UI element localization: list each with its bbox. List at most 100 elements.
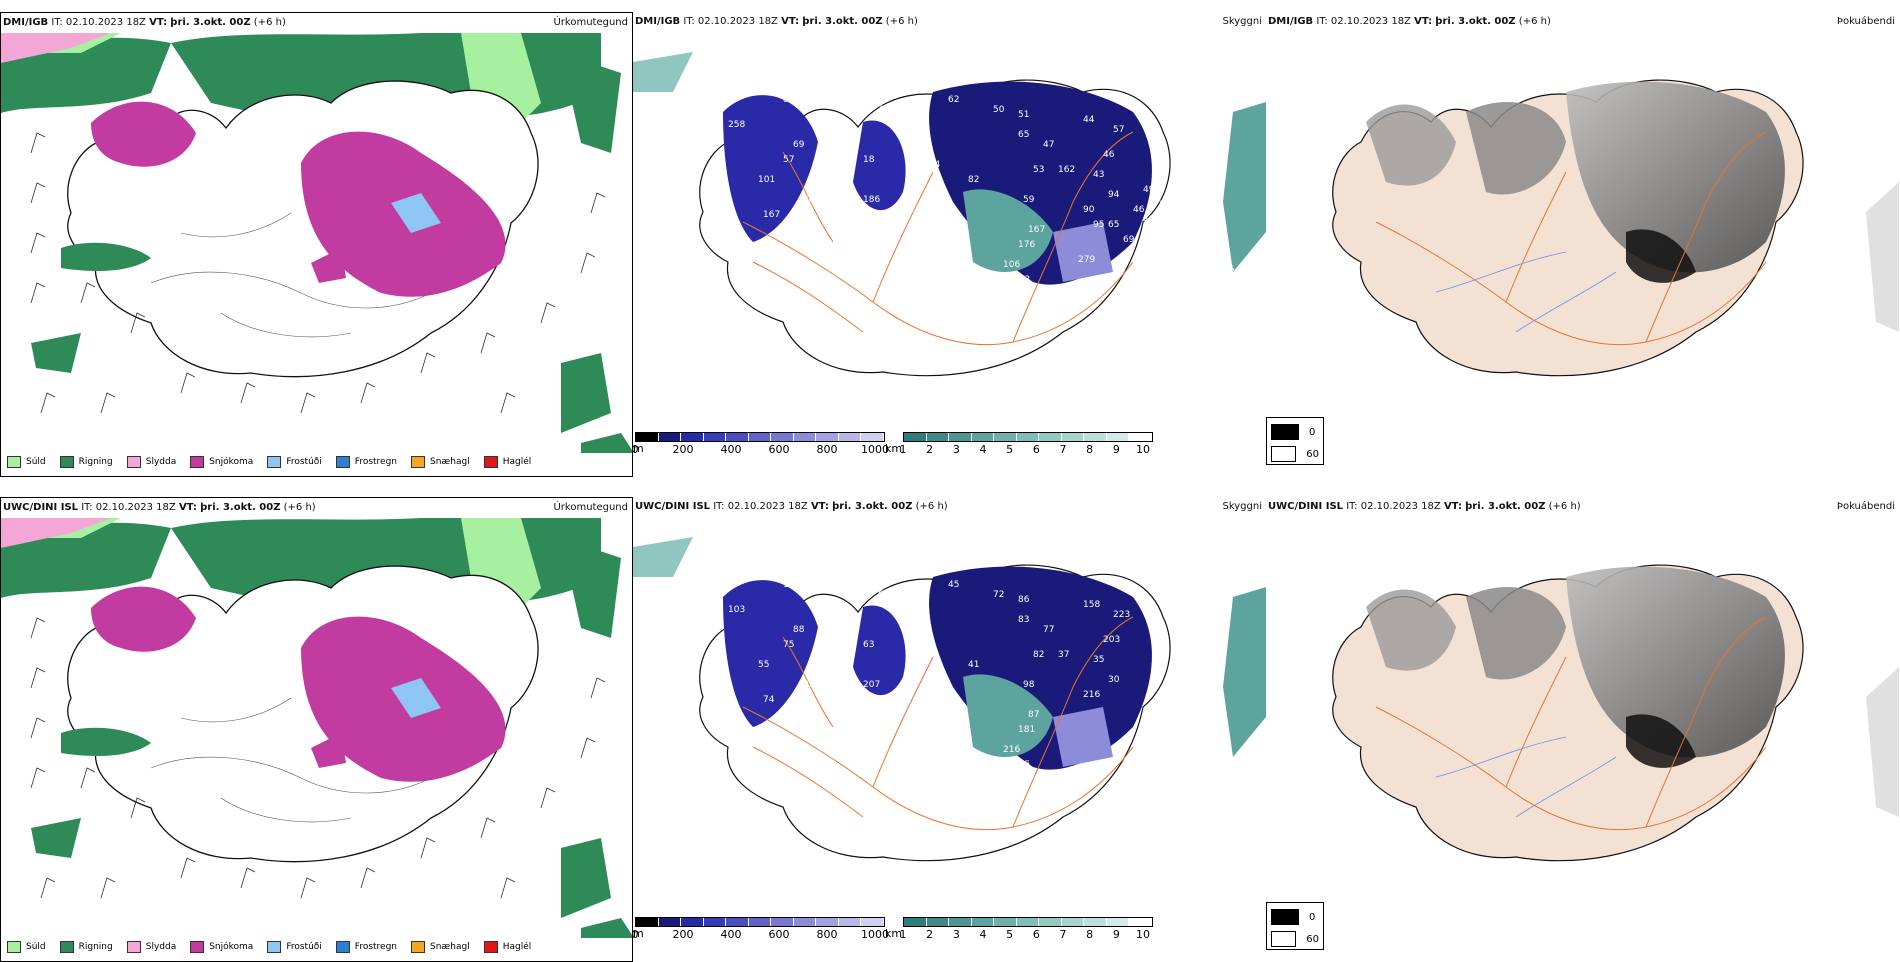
precip-map	[1, 518, 632, 938]
colorbar-swatch	[636, 433, 659, 441]
fog-legend-swatch-dark	[1271, 909, 1299, 925]
precip-legend-swatch	[267, 456, 282, 468]
visibility-value-label: 87	[903, 690, 914, 700]
visibility-value-label: 65	[1018, 130, 1029, 140]
vt-time: þri. 3.okt. 00Z	[170, 17, 251, 28]
visibility-value-label: 57	[833, 635, 844, 645]
cloudbase-colorbar-ticks: 0 200 400 600 800 1000	[633, 442, 889, 456]
precip-legend-swatch	[483, 456, 498, 468]
colorbar-swatch	[681, 433, 704, 441]
visibility-colorbar-swatches	[903, 432, 1153, 442]
visibility-value-label: 37	[1058, 650, 1069, 660]
colorbar-swatch	[658, 433, 682, 441]
colorbar-swatch	[748, 918, 772, 926]
visibility-value-label: 67	[723, 690, 734, 700]
colorbar-swatch	[926, 918, 950, 926]
colorbar-tick-label: 4	[979, 928, 987, 941]
colorbar-tick-label: 2	[926, 928, 934, 941]
colorbar-swatch	[748, 433, 772, 441]
vt-label: VT:	[1443, 501, 1462, 512]
visibility-value-label: 170	[1188, 175, 1205, 185]
panel-title: Úrkomutegund	[553, 17, 628, 28]
model-name: DMI/IGB	[635, 16, 681, 27]
precip-legend-swatch	[126, 456, 141, 468]
it-label: IT:	[81, 502, 93, 513]
precip-legend-label: Snæhagl	[430, 942, 470, 952]
colorbar-swatch	[971, 433, 995, 441]
colorbar-tick-label: 7	[1059, 443, 1067, 456]
visibility-value-label: 86	[1018, 595, 1030, 605]
visibility-value-label: 106	[1003, 260, 1020, 270]
vt-label: VT:	[178, 502, 197, 513]
fog-legend-swatch-dark	[1271, 424, 1299, 440]
precip-legend-label: Rigning	[78, 457, 113, 467]
colorbar-tick-label: 800	[816, 443, 838, 456]
it-label: IT:	[51, 17, 63, 28]
precip-legend-swatch	[59, 941, 74, 953]
precip-map	[1, 33, 632, 453]
visibility-value-label: 98	[1023, 680, 1035, 690]
visibility-value-label: 18	[863, 155, 875, 165]
panel-header: DMI/IGB IT: 02.10.2023 18Z VT: þri. 3.ok…	[635, 16, 1264, 27]
visibility-value-label: 68	[918, 620, 930, 630]
precip-legend-item: Haglél	[483, 941, 531, 953]
colorbar-tick-label: 0	[633, 928, 639, 941]
precip-legend-label: Snjókoma	[209, 457, 254, 467]
precip-legend: Súld Rigning Slydda Snjókoma Frostúði Frostre…	[7, 456, 531, 468]
precip-legend-label: Súld	[26, 457, 46, 467]
visibility-value-label: 41	[968, 660, 979, 670]
precip-legend-item: Frostregn	[335, 941, 397, 953]
colorbar-swatch	[838, 433, 862, 441]
fog-legend-swatch-light	[1271, 446, 1297, 462]
colorbar-swatch	[793, 918, 817, 926]
visibility-value-label: 279	[1078, 255, 1095, 265]
precip-legend-item: Slydda	[126, 941, 176, 953]
it-time: 02.10.2023 18Z	[1360, 501, 1441, 512]
cloudbase-colorbar: 0 200 400 600 800 1000 m	[633, 432, 889, 456]
vt-time: þri. 3.okt. 00Z	[832, 501, 913, 512]
visibility-value-label: 167	[1028, 225, 1045, 235]
panel-header: UWC/DINI ISL IT: 02.10.2023 18Z VT: þri.…	[1268, 501, 1897, 512]
visibility-value-label: 225	[733, 55, 750, 65]
model-name: DMI/IGB	[3, 17, 49, 28]
visibility-value-label: 85	[803, 680, 814, 690]
visibility-value-label: 162	[1058, 165, 1075, 175]
panel-title: Skyggni	[1222, 16, 1262, 27]
visibility-map: 225 134 98 80 258 69 57 101 60 186 17 167 12 10 76 43 18…	[633, 52, 1266, 377]
colorbar-tick-label: 600	[768, 443, 790, 456]
visibility-value-label: 186	[863, 195, 880, 205]
colorbar-swatch	[1016, 918, 1040, 926]
precip-legend-label: Rigning	[78, 942, 113, 952]
colorbar-tick-label: 600	[768, 928, 790, 941]
vt-label: VT:	[149, 17, 168, 28]
precip-legend-item: Snæhagl	[411, 941, 470, 953]
visibility-numbers: 225 134 98 80 258 69 57 101 60 186 17 167 12 10 76 43 18…	[723, 55, 1235, 285]
vt-label: VT:	[1414, 16, 1433, 27]
colorbar-tick-label: 9	[1112, 928, 1120, 941]
colorbar-tick-label: 8	[1086, 443, 1094, 456]
precip-legend-label: Haglél	[502, 457, 532, 467]
visibility-value-label: 98	[773, 80, 785, 90]
precip-legend-swatch	[335, 941, 350, 953]
visibility-value-label: 59	[1023, 195, 1035, 205]
visibility-value-label: 55	[758, 660, 769, 670]
visibility-colorbar-ticks: 1 2 3 4 5 6 7 8 9 10	[900, 442, 1153, 456]
visibility-value-label: 48	[923, 645, 935, 655]
visibility-map: 146 109 74 117 103 88 75 55 85 207 67 74 87 78 57 62 63 6…	[633, 537, 1266, 862]
colorbar-tick-label: 4	[979, 443, 987, 456]
visibility-numbers: 146 109 74 117 103 88 75 55 85 207 67 74 87 78 57 62 63 6…	[723, 540, 1130, 770]
precip-legend-item: Rigning	[59, 456, 113, 468]
precip-legend-label: Frostregn	[354, 457, 398, 467]
fog-legend-min: 0	[1309, 426, 1316, 438]
precip-legend-swatch	[267, 941, 282, 953]
it-label: IT:	[1316, 16, 1328, 27]
visibility-value-label: 117	[783, 580, 800, 590]
colorbar-tick-label: 3	[952, 928, 960, 941]
colorbar-swatch	[861, 918, 885, 926]
visibility-unit: km	[885, 442, 903, 455]
it-time: 02.10.2023 18Z	[1330, 16, 1411, 27]
precip-legend-item: Frostúði	[267, 456, 322, 468]
colorbar-tick-label: 3	[952, 443, 960, 456]
precip-legend-item: Haglél	[483, 456, 532, 468]
lead-time: (+6 h)	[885, 16, 918, 27]
